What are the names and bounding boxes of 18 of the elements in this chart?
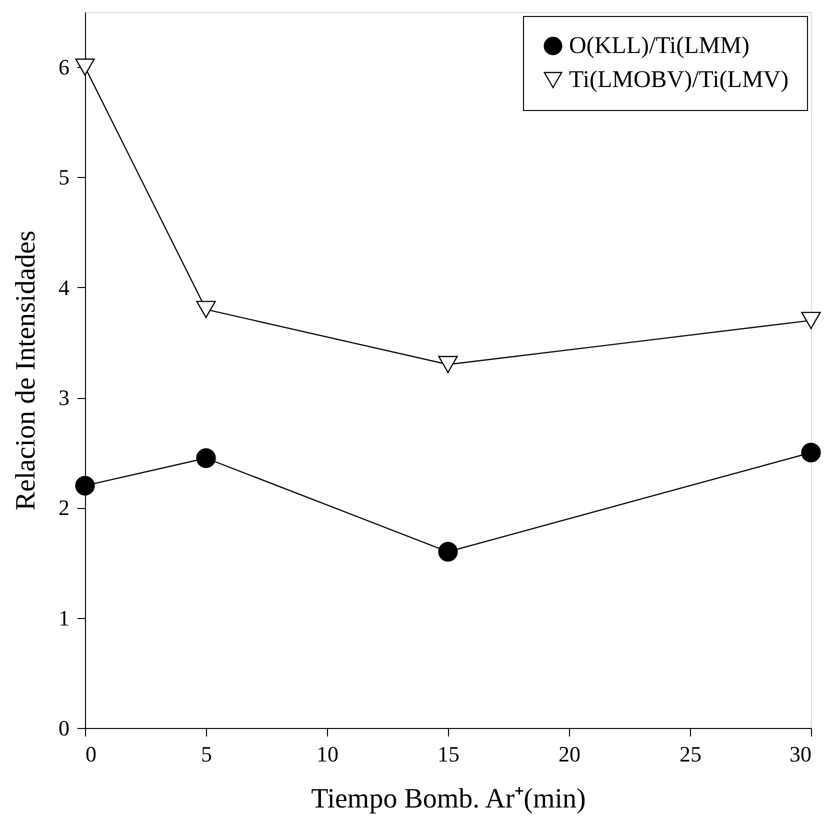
y-tick-label: 3 (58, 385, 70, 410)
y-tick-label: 1 (58, 605, 70, 630)
y-tick-label: 2 (58, 495, 70, 520)
y-axis-title: Relacion de Intensidades (10, 230, 42, 510)
x-tick-label: 30 (790, 742, 812, 766)
x-tick-label: 10 (316, 742, 338, 766)
y-tick-label: 4 (58, 274, 70, 300)
legend-label: Ti(LMOBV)/Ti(LMV) (569, 67, 789, 93)
x-tick-label: 5 (201, 742, 212, 766)
y-tick-label: 0 (58, 716, 70, 740)
x-tick-label: 15 (438, 742, 460, 766)
x-tick-label: 20 (558, 742, 580, 766)
y-tick-label: 6 (58, 54, 70, 80)
legend-label: O(KLL)/Ti(LMM) (569, 33, 750, 59)
x-tick-label: 0 (86, 742, 96, 766)
y-tick-label: 5 (58, 164, 70, 190)
x-tick-label: 25 (680, 742, 702, 766)
x-axis-title: Tiempo Bomb. Ar⁺(min) (311, 784, 586, 814)
